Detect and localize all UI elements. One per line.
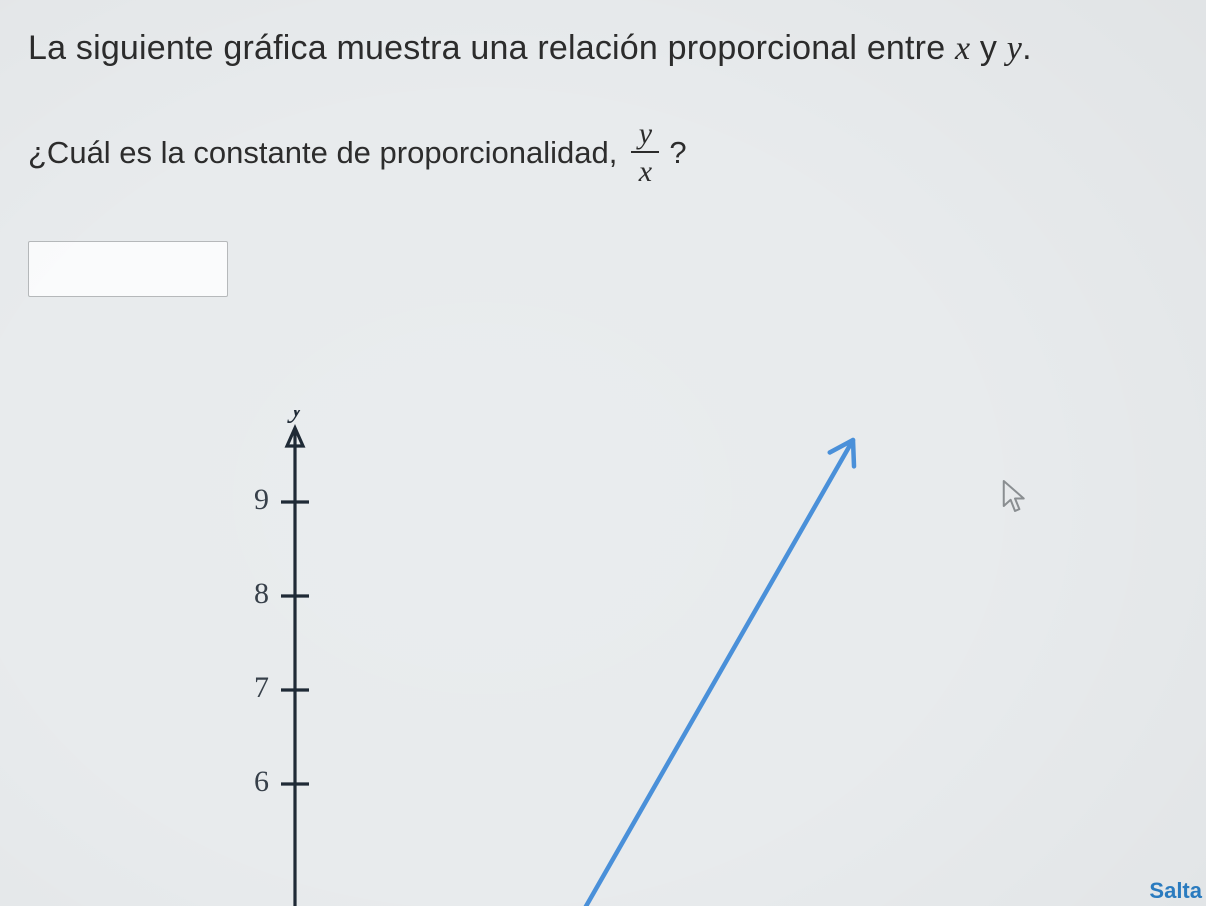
cursor-icon [1000,478,1030,514]
prompt-question-text: ¿Cuál es la constante de proporcionalida… [28,135,617,171]
prompt-line-2: ¿Cuál es la constante de proporcionalida… [28,119,1178,187]
prompt-text-mid: y [970,29,1007,67]
proportional-line [585,440,853,906]
y-tick-label: 7 [254,671,269,704]
fraction-numerator: y [639,119,652,151]
proportional-chart: y 6 7 8 9 [225,410,1125,906]
fraction-denominator: x [639,153,652,187]
prompt-line-1: La siguiente gráfica muestra una relació… [28,24,1178,73]
y-tick-label: 8 [254,577,269,610]
prompt-text-pre: La siguiente gráfica muestra una relació… [28,29,955,67]
var-y: y [1007,30,1022,67]
prompt-text-post: . [1022,29,1032,67]
fraction-y-over-x: y x [631,119,659,187]
question-mark: ? [669,135,686,171]
y-axis-label: y [287,410,305,423]
y-tick-label: 6 [254,765,269,798]
skip-link[interactable]: Salta [1149,878,1202,904]
y-tick-label: 9 [254,483,269,516]
var-x: x [955,30,970,67]
answer-input[interactable] [28,241,228,297]
